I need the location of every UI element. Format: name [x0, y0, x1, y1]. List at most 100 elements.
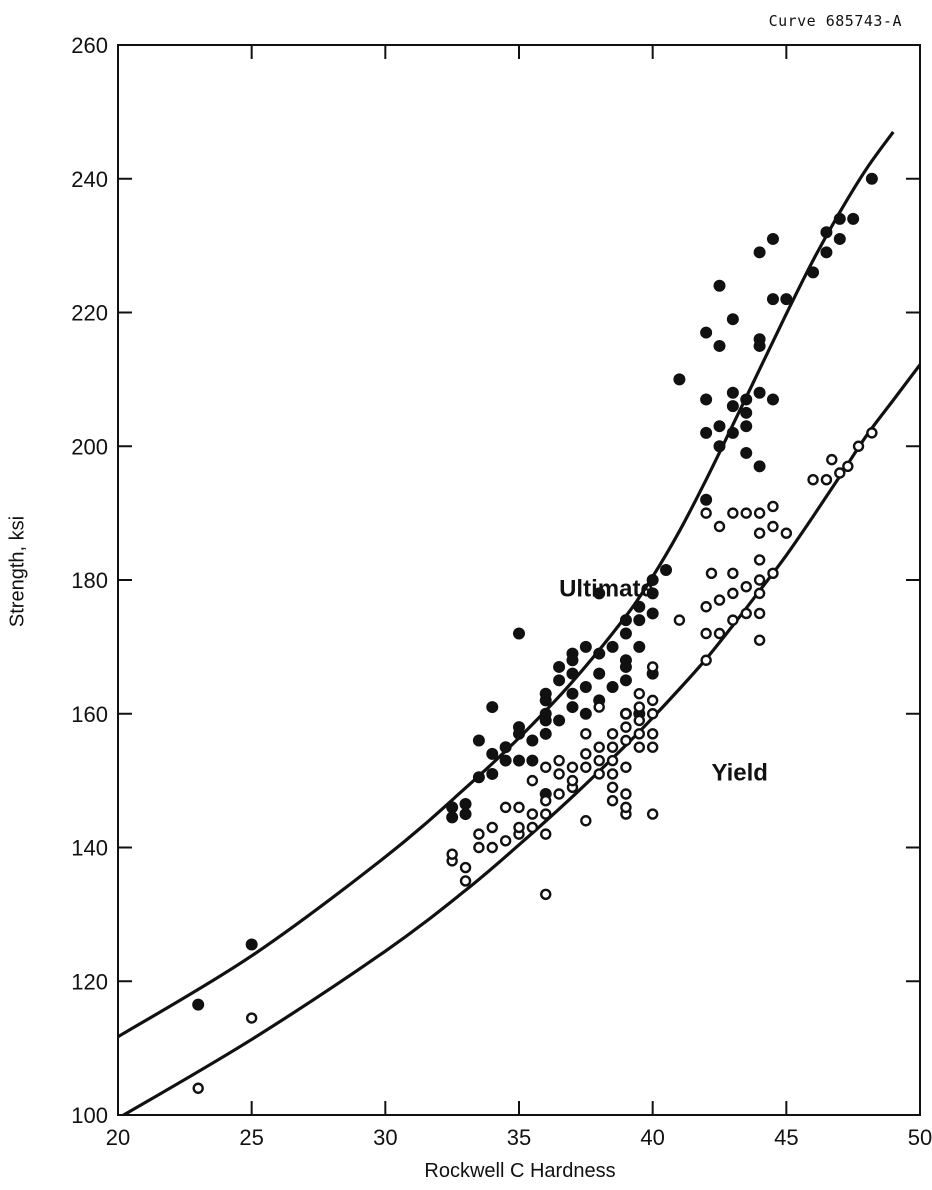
yield-point [620, 801, 632, 814]
yield-point [753, 634, 766, 646]
yield-point [580, 748, 592, 760]
ultimate-point [673, 373, 686, 386]
yield-point [553, 754, 565, 767]
yield-point [646, 694, 659, 707]
ultimate-point [513, 721, 525, 734]
ultimate-point [459, 798, 472, 811]
yield-point [713, 520, 726, 533]
ultimate-point [740, 393, 753, 406]
yield-point [459, 875, 472, 887]
yield-point [593, 701, 605, 713]
yield-point [473, 828, 485, 840]
yield-point [842, 460, 854, 473]
ultimate-point [766, 293, 779, 306]
x-tick-label: 30 [373, 1125, 397, 1150]
ultimate-point [606, 640, 619, 653]
yield-point [593, 754, 605, 767]
ultimate-point [865, 172, 878, 185]
ultimate-point [446, 801, 459, 814]
ultimate-point [579, 681, 592, 693]
ultimate-point [833, 232, 846, 245]
yield-point [566, 761, 579, 773]
yield-point [620, 708, 632, 720]
ultimate-point [606, 681, 619, 693]
yield-point [753, 587, 766, 600]
yield-point [593, 741, 605, 753]
ultimate-point [472, 734, 485, 747]
yield-point [646, 808, 659, 820]
yield-point [606, 741, 619, 753]
yield-point [540, 794, 552, 807]
yield-point [606, 781, 619, 794]
yield-point [606, 768, 619, 780]
y-tick-label: 180 [71, 568, 108, 593]
ultimate-point [713, 339, 726, 352]
plot-frame [117, 44, 921, 1116]
ultimate-point [726, 400, 739, 413]
yield-point [646, 708, 659, 720]
yield-point [633, 701, 645, 713]
annotation-ultimate: Ultimate [559, 576, 654, 603]
ultimate-point [513, 754, 525, 767]
yield-point [633, 728, 645, 740]
yield-point [499, 835, 512, 847]
yield-point [727, 507, 739, 519]
yield-point [700, 627, 712, 640]
ultimate-point [713, 279, 726, 292]
yield-point [473, 841, 485, 854]
x-axis-title: Rockwell C Hardness [424, 1160, 616, 1182]
yield-point [700, 507, 712, 519]
yield-point [540, 888, 552, 901]
ultimate-point [633, 600, 646, 613]
yield-point [820, 473, 833, 486]
ultimate-point [820, 226, 833, 239]
ultimate-point [619, 627, 632, 640]
ultimate-point [740, 420, 753, 433]
yield-point [727, 587, 739, 600]
ultimate-point [766, 393, 779, 406]
axis-ticks: 20 25 30 35 40 45 50 100 120 140 160 180 200 220 240 26… [71, 33, 932, 1150]
ultimate-point [753, 386, 766, 399]
ultimate-point [593, 647, 606, 660]
yield-point [646, 741, 659, 753]
fit-curve-ultimate [118, 130, 895, 1039]
yield-point [580, 761, 592, 773]
yield-point [459, 861, 472, 874]
yield-point [633, 741, 645, 753]
ultimate-point [740, 406, 753, 419]
ultimate-point [713, 420, 726, 433]
y-tick-label: 200 [71, 434, 108, 459]
data-points [192, 172, 878, 1094]
ultimate-point [486, 767, 499, 780]
y-tick-label: 220 [71, 301, 108, 326]
ultimate-point [646, 607, 659, 620]
ultimate-point [579, 707, 592, 720]
yield-point [727, 614, 739, 626]
ultimate-point [553, 660, 566, 673]
yield-point [852, 440, 865, 452]
yield-point [767, 520, 779, 533]
yield-point [540, 808, 552, 820]
x-tick-label: 20 [106, 1125, 130, 1150]
x-tick-label: 45 [774, 1125, 798, 1150]
ultimate-point [633, 614, 646, 627]
yield-point [446, 848, 458, 860]
ultimate-point [499, 741, 512, 754]
yield-point [753, 554, 766, 566]
ultimate-point [566, 701, 579, 714]
ultimate-point [539, 727, 552, 740]
ultimate-point [780, 293, 793, 306]
yield-point [245, 1012, 258, 1024]
yield-point [713, 594, 726, 606]
ultimate-point [619, 660, 632, 673]
ultimate-point [446, 811, 459, 824]
yield-point [633, 687, 645, 700]
yield-point [673, 614, 686, 626]
ultimate-point [726, 313, 739, 326]
ultimate-point [553, 674, 566, 687]
yield-point [620, 721, 632, 733]
y-tick-label: 260 [71, 33, 108, 58]
yield-point [540, 761, 552, 773]
yield-point [620, 788, 632, 800]
